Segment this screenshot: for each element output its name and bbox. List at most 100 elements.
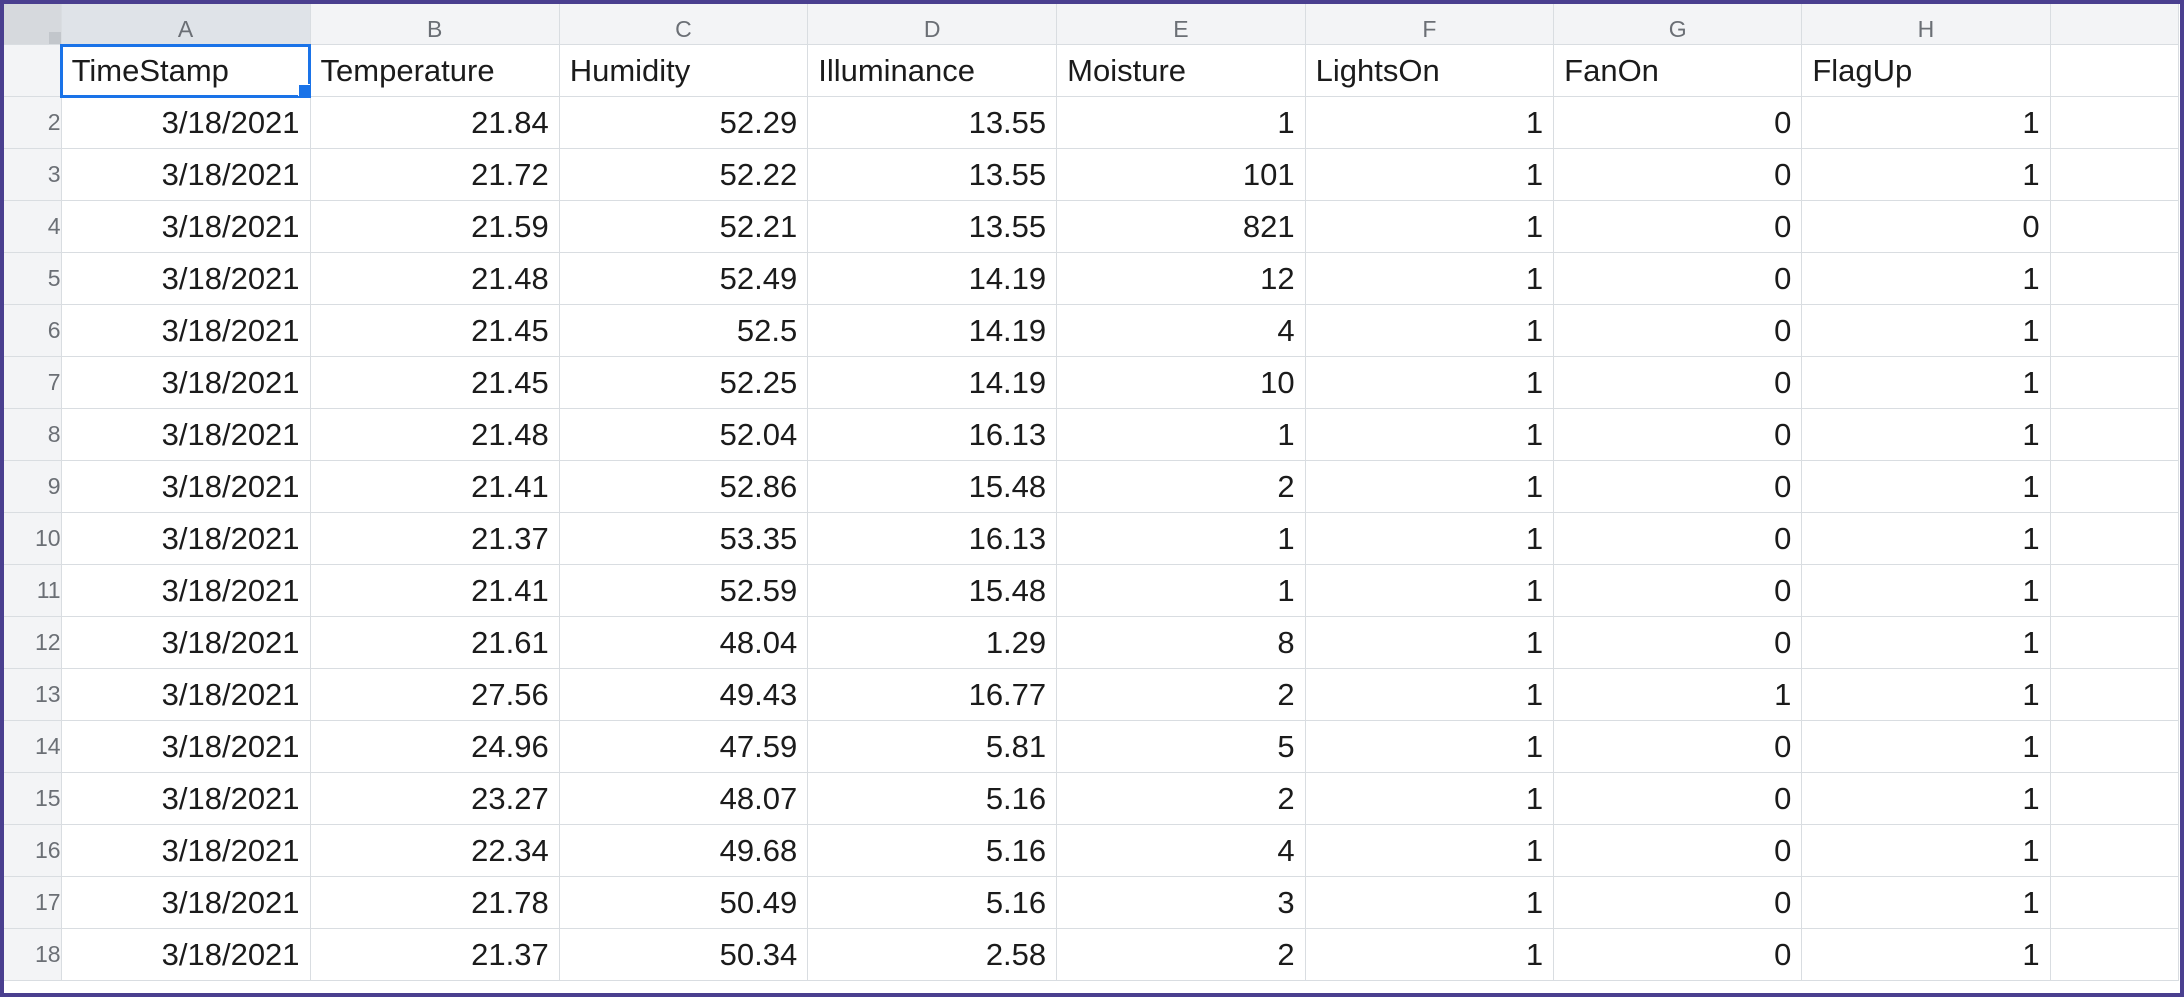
empty-cell[interactable]: [2049, 668, 2180, 721]
column-header-i[interactable]: [2049, 4, 2180, 45]
cell-timestamp-header[interactable]: TimeStamp: [60, 43, 312, 98]
cell-fanon[interactable]: 0: [1553, 200, 1803, 253]
cell-fanon[interactable]: 1: [1553, 668, 1803, 721]
cell-moisture[interactable]: 1: [1056, 564, 1306, 617]
cell-flagup[interactable]: 1: [1801, 304, 2051, 357]
cell-timestamp[interactable]: 3/18/2021: [60, 564, 311, 617]
cell-illuminance[interactable]: 5.16: [807, 772, 1058, 825]
cell-illuminance[interactable]: 13.55: [807, 200, 1058, 253]
cell-temperature[interactable]: 21.41: [309, 460, 560, 513]
column-header-g[interactable]: G: [1553, 4, 1803, 45]
row-header[interactable]: 12: [4, 616, 62, 669]
cell-flagup[interactable]: 1: [1801, 564, 2051, 617]
cell-timestamp[interactable]: 3/18/2021: [60, 200, 311, 253]
empty-cell[interactable]: [2049, 772, 2180, 825]
empty-cell[interactable]: [2049, 252, 2180, 305]
cell-fanon[interactable]: 0: [1553, 512, 1803, 565]
cell-flagup[interactable]: 1: [1801, 252, 2051, 305]
cell-temperature[interactable]: 21.78: [309, 876, 560, 929]
cell-lightson[interactable]: 1: [1304, 668, 1555, 721]
cell-timestamp[interactable]: 3/18/2021: [60, 928, 311, 981]
cell-moisture[interactable]: 821: [1056, 200, 1306, 253]
cell-lightson[interactable]: 1: [1304, 616, 1555, 669]
cell-temperature[interactable]: 21.45: [309, 304, 560, 357]
cell-humidity[interactable]: 50.34: [558, 928, 809, 981]
cell-flagup[interactable]: 1: [1801, 460, 2051, 513]
row-header[interactable]: 13: [4, 668, 62, 721]
cell-timestamp[interactable]: 3/18/2021: [60, 356, 311, 409]
cell-temperature-header[interactable]: Temperature: [309, 44, 560, 97]
cell-humidity[interactable]: 48.04: [558, 616, 809, 669]
empty-cell[interactable]: [2049, 148, 2180, 201]
column-header-h[interactable]: H: [1801, 4, 2051, 45]
empty-cell[interactable]: [2049, 720, 2180, 773]
fill-handle[interactable]: [297, 84, 310, 96]
row-header[interactable]: 17: [4, 876, 62, 929]
cell-moisture[interactable]: 10: [1056, 356, 1306, 409]
row-header[interactable]: 9: [4, 460, 62, 513]
cell-timestamp[interactable]: 3/18/2021: [60, 616, 311, 669]
row-header[interactable]: 5: [4, 252, 62, 305]
cell-illuminance[interactable]: 16.13: [807, 512, 1058, 565]
cell-moisture[interactable]: 2: [1056, 772, 1306, 825]
cell-moisture[interactable]: 1: [1056, 408, 1306, 461]
cell-timestamp[interactable]: 3/18/2021: [60, 720, 311, 773]
cell-timestamp[interactable]: 3/18/2021: [60, 252, 311, 305]
cell-timestamp[interactable]: 3/18/2021: [60, 772, 311, 825]
column-header-a[interactable]: A: [60, 4, 311, 45]
cell-fanon[interactable]: 0: [1553, 876, 1803, 929]
cell-humidity[interactable]: 52.29: [558, 96, 809, 149]
cell-temperature[interactable]: 23.27: [309, 772, 560, 825]
cell-timestamp[interactable]: 3/18/2021: [60, 408, 311, 461]
row-header-1[interactable]: [4, 44, 62, 97]
row-header[interactable]: 11: [4, 564, 62, 617]
cell-lightson[interactable]: 1: [1304, 564, 1555, 617]
empty-cell[interactable]: [2049, 356, 2180, 409]
cell-moisture[interactable]: 4: [1056, 304, 1306, 357]
cell-temperature[interactable]: 21.84: [309, 96, 560, 149]
column-header-f[interactable]: F: [1304, 4, 1555, 45]
column-header-c[interactable]: C: [558, 4, 809, 45]
cell-fanon[interactable]: 0: [1553, 252, 1803, 305]
cell-temperature[interactable]: 21.45: [309, 356, 560, 409]
cell-flagup[interactable]: 1: [1801, 96, 2051, 149]
cell-flagup[interactable]: 1: [1801, 824, 2051, 877]
cell-temperature[interactable]: 22.34: [309, 824, 560, 877]
cell-timestamp[interactable]: 3/18/2021: [60, 460, 311, 513]
cell-flagup[interactable]: 1: [1801, 616, 2051, 669]
row-header[interactable]: 6: [4, 304, 62, 357]
empty-cell[interactable]: [2049, 200, 2180, 253]
cell-flagup[interactable]: 1: [1801, 356, 2051, 409]
cell-humidity[interactable]: 48.07: [558, 772, 809, 825]
cell-temperature[interactable]: 21.48: [309, 408, 560, 461]
cell-lightson[interactable]: 1: [1304, 876, 1555, 929]
row-header[interactable]: 15: [4, 772, 62, 825]
empty-cell[interactable]: [2049, 408, 2180, 461]
cell-moisture[interactable]: 1: [1056, 96, 1306, 149]
cell-temperature[interactable]: 27.56: [309, 668, 560, 721]
empty-cell[interactable]: [2049, 304, 2180, 357]
cell-timestamp[interactable]: 3/18/2021: [60, 512, 311, 565]
cell-lightson[interactable]: 1: [1304, 148, 1555, 201]
cell-lightson[interactable]: 1: [1304, 408, 1555, 461]
cell-temperature[interactable]: 21.41: [309, 564, 560, 617]
cell-humidity[interactable]: 52.04: [558, 408, 809, 461]
cell-illuminance[interactable]: 5.81: [807, 720, 1058, 773]
cell-illuminance[interactable]: 14.19: [807, 356, 1058, 409]
cell-flagup-header[interactable]: FlagUp: [1801, 44, 2051, 97]
cell-lightson[interactable]: 1: [1304, 512, 1555, 565]
cell-lightson[interactable]: 1: [1304, 928, 1555, 981]
cell-fanon[interactable]: 0: [1553, 564, 1803, 617]
cell-fanon[interactable]: 0: [1553, 616, 1803, 669]
cell-moisture[interactable]: 101: [1056, 148, 1306, 201]
cell-flagup[interactable]: 1: [1801, 148, 2051, 201]
cell-illuminance[interactable]: 15.48: [807, 564, 1058, 617]
row-header[interactable]: 10: [4, 512, 62, 565]
empty-cell[interactable]: [2049, 564, 2180, 617]
cell-fanon[interactable]: 0: [1553, 356, 1803, 409]
cell-fanon[interactable]: 0: [1553, 408, 1803, 461]
cell-temperature[interactable]: 24.96: [309, 720, 560, 773]
empty-cell[interactable]: [2049, 512, 2180, 565]
cell-moisture[interactable]: 1: [1056, 512, 1306, 565]
cell-lightson[interactable]: 1: [1304, 252, 1555, 305]
